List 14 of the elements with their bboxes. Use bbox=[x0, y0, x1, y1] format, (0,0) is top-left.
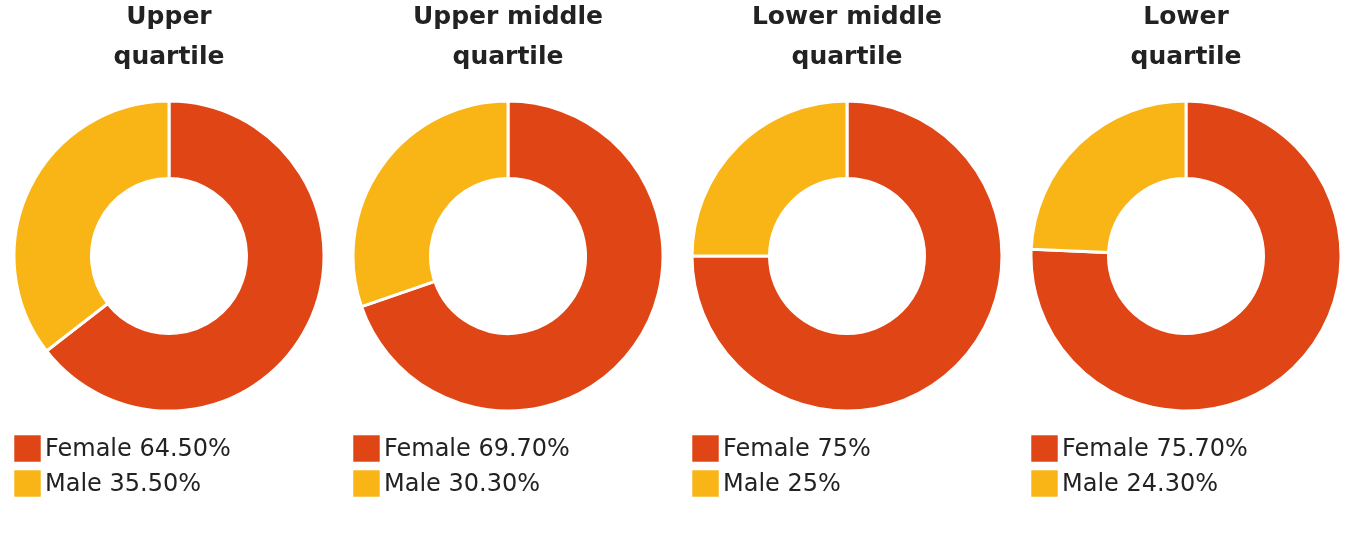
legend-label: Male 24.30% bbox=[1062, 468, 1218, 497]
legend-label: Female 64.50% bbox=[45, 433, 231, 462]
chart-title: Upper middle quartile bbox=[412, 1, 604, 70]
legend-label: Female 69.70% bbox=[384, 433, 570, 462]
legend-label: Female 75.70% bbox=[1062, 433, 1248, 462]
chart-title: Lower middle quartile bbox=[751, 1, 943, 70]
chart-title: Upper quartile bbox=[113, 1, 225, 70]
legend-label: Male 30.30% bbox=[384, 468, 540, 497]
donut-slice bbox=[690, 99, 1004, 413]
donut-slice bbox=[1029, 99, 1343, 413]
legend-label: Male 35.50% bbox=[45, 468, 201, 497]
chart-title: Lower quartile bbox=[1130, 1, 1242, 70]
legend-label: Male 25% bbox=[723, 468, 841, 497]
legend-label: Female 75% bbox=[723, 433, 871, 462]
